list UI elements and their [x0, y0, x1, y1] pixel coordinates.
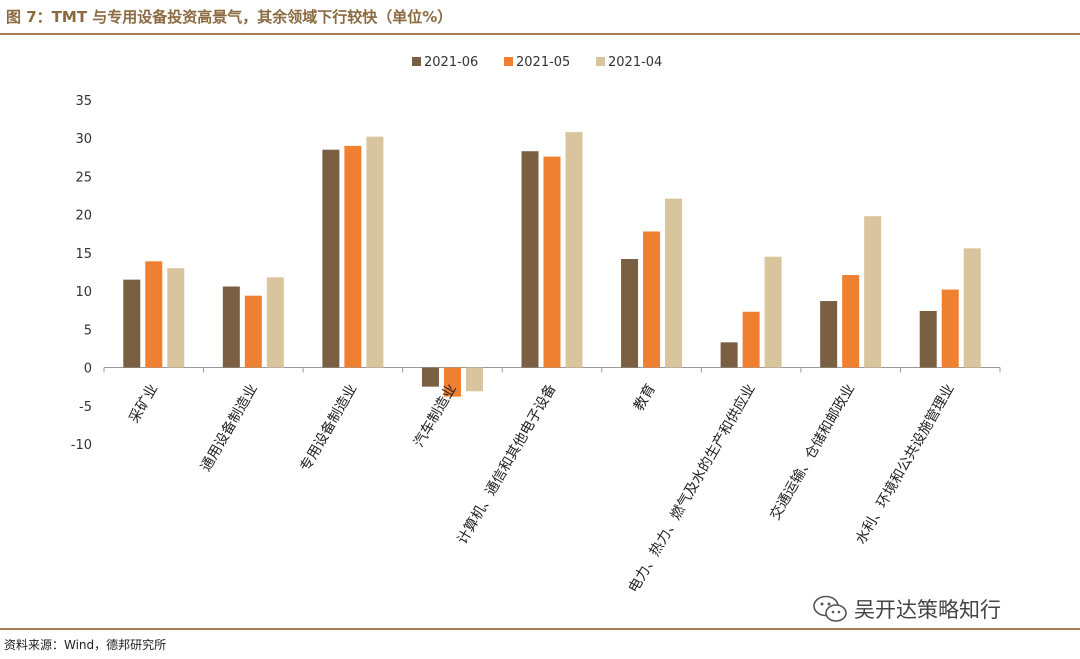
- bar-2021-05: [344, 145, 362, 368]
- legend-label: 2021-06: [424, 55, 478, 70]
- bar-2021-04: [963, 248, 981, 368]
- bar-2021-06: [720, 342, 738, 368]
- bar-2021-04: [465, 367, 483, 392]
- legend-swatch: [504, 57, 513, 66]
- y-tick-label: -10: [71, 438, 92, 453]
- bar-2021-05: [443, 367, 461, 397]
- bar-2021-05: [244, 295, 262, 368]
- bar-2021-05: [543, 156, 561, 368]
- category-label: 专用设备制造业: [297, 381, 361, 474]
- category-label: 通用设备制造业: [197, 381, 261, 474]
- bar-chart: 35 30 25 20 15 10 5 0 -5 -10 采矿业 通用设备制造业 专用设备制造业 汽车制造…: [71, 55, 1001, 596]
- category-label: 水利、环境和公共设施管理业: [853, 382, 958, 548]
- category-label: 采矿业: [126, 382, 161, 426]
- bar-2021-04: [864, 216, 882, 368]
- wechat-icon: [813, 595, 847, 622]
- y-tick-label: 15: [75, 247, 92, 262]
- bar-2021-04: [764, 256, 782, 368]
- watermark-text: 吴开达策略知行: [854, 598, 1001, 622]
- bar-2021-05: [742, 311, 760, 368]
- category-label: 汽车制造业: [410, 381, 460, 450]
- bar-2021-06: [322, 149, 340, 368]
- bar-2021-05: [145, 261, 163, 368]
- bar-2021-06: [521, 151, 539, 368]
- top-divider: [0, 33, 1080, 35]
- source-note: 资料来源：Wind，德邦研究所: [4, 638, 167, 652]
- y-tick-label: 5: [84, 323, 92, 338]
- bar-2021-05: [643, 231, 661, 368]
- bar-2021-04: [167, 268, 185, 368]
- bar-2021-06: [919, 310, 937, 368]
- category-label: 交通运输、仓储和邮政业: [766, 381, 858, 523]
- category-label: 教育: [631, 382, 659, 414]
- y-tick-label: 30: [75, 132, 92, 147]
- bar-2021-05: [941, 289, 959, 368]
- bar-2021-06: [621, 259, 639, 368]
- bar-2021-04: [366, 136, 384, 368]
- y-tick-label: 35: [75, 94, 92, 109]
- bar-2021-04: [565, 132, 583, 368]
- figure-title: 图 7：TMT 与专用设备投资高景气，其余领域下行较快（单位%）: [6, 8, 453, 26]
- bar-2021-05: [842, 275, 860, 368]
- bottom-divider: [0, 628, 1080, 630]
- legend-label: 2021-04: [608, 55, 662, 70]
- legend-swatch: [412, 57, 421, 66]
- category-label: 计算机、通信和其他电子设备: [454, 381, 560, 547]
- figure-title-bar: 图 7：TMT 与专用设备投资高景气，其余领域下行较快（单位%）: [0, 0, 1080, 34]
- bar-2021-06: [820, 301, 838, 368]
- watermark: 吴开达策略知行: [812, 592, 1001, 626]
- legend-swatch: [596, 57, 605, 66]
- y-tick-label: -5: [79, 400, 92, 415]
- y-tick-label: 25: [75, 170, 92, 185]
- bar-2021-04: [266, 277, 284, 368]
- legend-label: 2021-05: [516, 55, 570, 70]
- bar-2021-04: [665, 198, 683, 368]
- bar-2021-06: [222, 286, 240, 368]
- y-tick-label: 10: [75, 285, 92, 300]
- bar-2021-06: [123, 279, 141, 368]
- y-tick-label: 20: [75, 209, 92, 224]
- bar-2021-06: [421, 367, 439, 387]
- y-tick-label: 0: [84, 362, 92, 377]
